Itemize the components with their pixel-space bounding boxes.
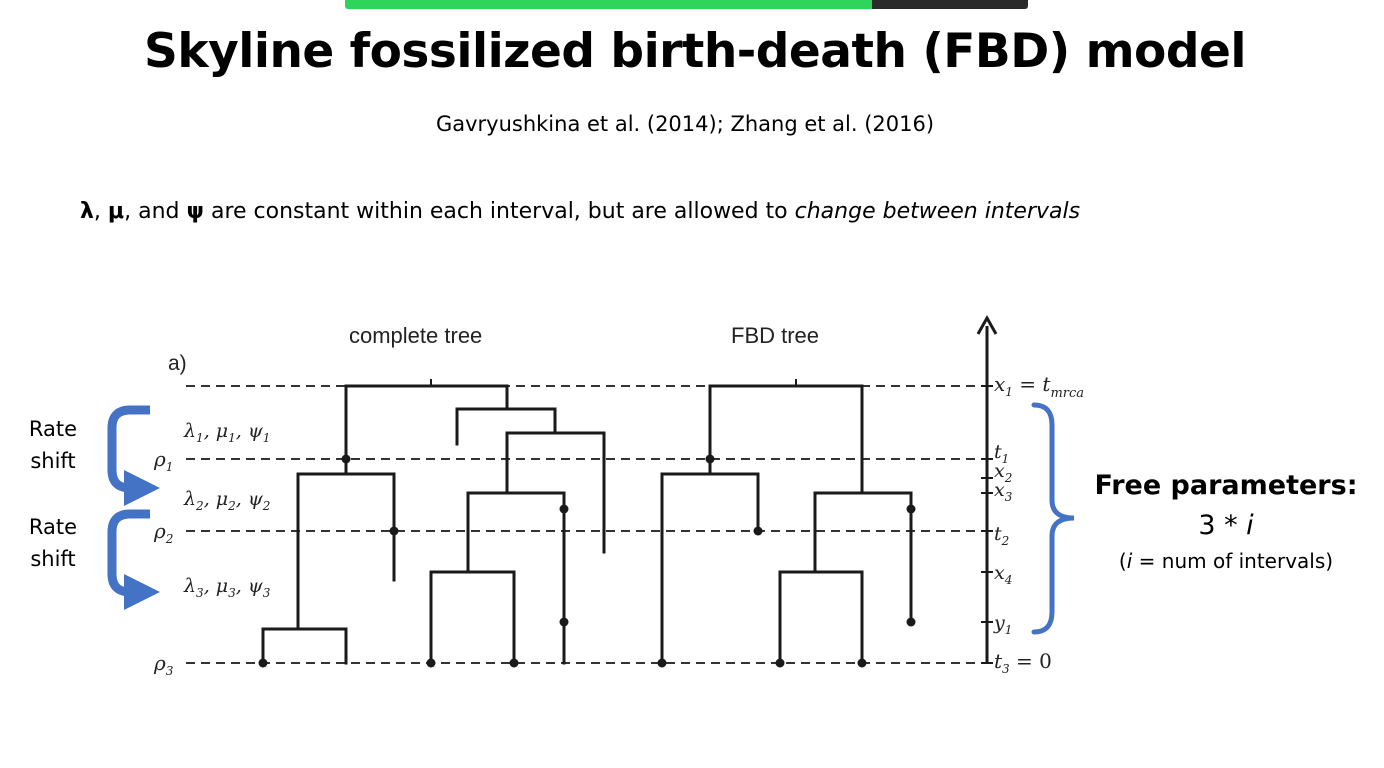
axis-label-t2: t2: [994, 523, 1009, 548]
axis-label-x1-tmrca: x1 = tmrca: [994, 372, 1084, 401]
rate-shift-label-2: Rate shift: [18, 511, 88, 575]
fbd-tree-samples: [657, 454, 916, 668]
interval-3-params: λ3, μ3, ψ3: [183, 575, 271, 600]
interval-2-params: λ2, μ2, ψ2: [183, 488, 270, 513]
complete-tree-title: complete tree: [349, 323, 482, 348]
slide-title: Skyline fossilized birth-death (FBD) mod…: [144, 24, 1246, 79]
statement-middle: are constant within each interval, but a…: [203, 199, 795, 224]
rate-shift-arrow-2: [107, 509, 160, 610]
statement-sep-1: ,: [93, 199, 108, 224]
fbd-tree: [660, 379, 913, 665]
time-axis: [976, 314, 998, 664]
free-parameters-heading: Free parameters:: [1094, 470, 1358, 501]
time-slice-lines: [186, 385, 984, 664]
slide-citation: Gavryushkina et al. (2014); Zhang et al.…: [435, 112, 935, 136]
interval-1-params: λ1, μ1, ψ1: [183, 420, 270, 445]
axis-label-y1: y1: [993, 612, 1012, 637]
complete-tree-samples: [258, 454, 569, 668]
axis-label-x2: x2: [994, 460, 1012, 485]
axis-label-t3-zero: t3 = 0: [994, 649, 1052, 676]
free-parameters-formula: 3 * i: [1090, 506, 1362, 546]
rho-1-label: ρ1: [153, 447, 173, 474]
rate-shift-1-line1: Rate: [28, 417, 78, 441]
lambda-symbol: λ: [80, 199, 94, 224]
psi-symbol: ψ: [186, 199, 204, 224]
statement-sep-2: , and: [124, 199, 187, 224]
model-statement: λ, μ, and ψ are constant within each int…: [80, 197, 1080, 227]
free-parameters-box: Free parameters: 3 * i (i = num of inter…: [1090, 466, 1362, 576]
free-params-brace: [1031, 402, 1075, 635]
rate-shift-2-line1: Rate: [28, 515, 78, 539]
mu-symbol: μ: [107, 199, 125, 224]
complete-tree: [261, 379, 606, 665]
share-controls[interactable]: [872, 0, 1028, 9]
rho-3-label: ρ3: [153, 651, 174, 678]
note-open: (: [1118, 549, 1127, 573]
share-status-indicator[interactable]: [345, 0, 872, 9]
statement-emphasis: change between intervals: [794, 199, 1081, 224]
free-parameters-note: (i = num of intervals): [1090, 546, 1362, 576]
formula-number: 3 *: [1198, 510, 1247, 541]
note-var: i: [1126, 549, 1133, 573]
rate-shift-label-1: Rate shift: [18, 413, 88, 477]
note-rest: = num of intervals): [1132, 549, 1334, 573]
rate-shift-arrow-1: [107, 405, 160, 506]
axis-label-x4: x4: [994, 562, 1012, 587]
fbd-tree-title: FBD tree: [731, 323, 819, 348]
panel-label: a): [168, 352, 187, 375]
axis-label-x3: x3: [994, 479, 1013, 504]
screen-share-bar[interactable]: [345, 0, 1028, 9]
rate-shift-1-line2: shift: [30, 449, 76, 473]
formula-var: i: [1246, 510, 1254, 541]
rho-2-label: ρ2: [153, 519, 173, 546]
axis-label-t1: t1: [994, 441, 1009, 466]
rate-shift-2-line2: shift: [30, 547, 76, 571]
